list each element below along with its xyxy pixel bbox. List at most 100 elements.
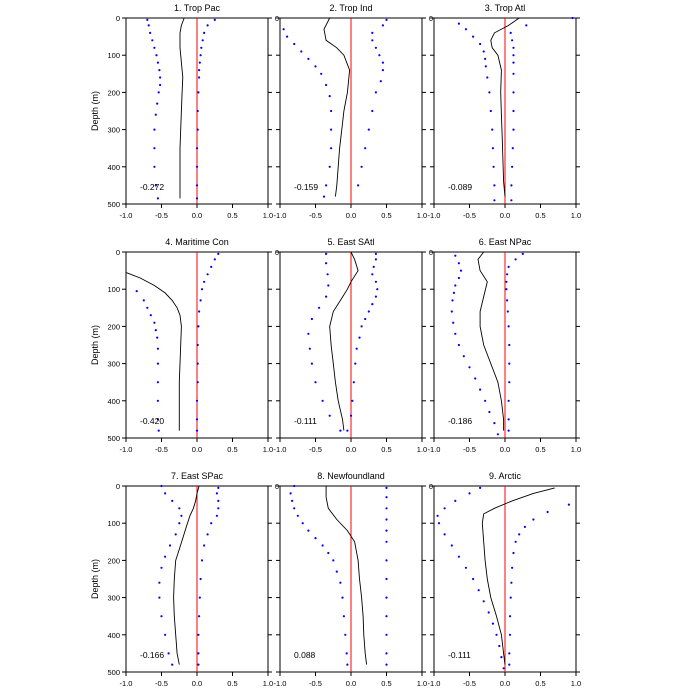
lower-bound-point <box>457 343 460 347</box>
upper-bound-point <box>195 399 199 402</box>
x-tick-label: 0.0 <box>500 445 510 454</box>
upper-bound-point <box>385 18 388 21</box>
lower-bound-point <box>325 252 328 255</box>
lower-bound-point <box>326 273 329 276</box>
upper-bound-point <box>512 109 515 113</box>
upper-bound-point <box>378 54 381 57</box>
y-tick-label: 100 <box>107 519 120 528</box>
lower-bound-point <box>321 544 324 547</box>
x-tick-label: 0.5 <box>227 679 237 688</box>
lower-bound-point <box>158 581 161 584</box>
upper-bound-point <box>367 310 370 313</box>
panel-value-label: -0.420 <box>140 416 164 426</box>
upper-bound-point <box>385 529 388 532</box>
x-tick-label: -1.0 <box>120 445 133 454</box>
lower-bound-point <box>325 184 328 187</box>
upper-bound-point <box>385 486 388 489</box>
lower-bound-point <box>339 581 342 584</box>
lower-bound-point <box>344 633 347 636</box>
upper-bound-point <box>512 128 515 131</box>
lower-bound-point <box>149 314 152 317</box>
y-tick-label: 0 <box>429 248 433 257</box>
upper-bound-point <box>195 184 199 187</box>
lower-bound-point <box>160 566 163 569</box>
lower-bound-point <box>328 95 331 98</box>
lower-bound-point <box>154 113 157 116</box>
lower-bound-point <box>142 299 145 302</box>
y-axis-label: Depth (m) <box>90 91 100 131</box>
x-tick-label: 1.0 <box>263 211 273 220</box>
y-tick-label: 300 <box>107 126 120 135</box>
mean-profile-line <box>173 485 200 665</box>
upper-bound-point <box>354 362 357 365</box>
x-tick-label: -1.0 <box>274 679 287 688</box>
y-tick-label: 200 <box>107 88 120 97</box>
lower-bound-point <box>151 39 154 42</box>
lower-bound-point <box>330 147 333 150</box>
x-tick-label: -0.5 <box>309 445 322 454</box>
upper-bound-point <box>371 303 374 306</box>
y-tick-label: 500 <box>107 434 120 443</box>
lower-bound-point <box>493 199 496 202</box>
upper-bound-point <box>381 69 384 72</box>
upper-bound-point <box>512 46 515 49</box>
lower-bound-point <box>454 254 457 257</box>
x-tick-label: 1.0 <box>571 445 581 454</box>
lower-bound-point <box>160 615 163 618</box>
upper-bound-point <box>217 252 220 255</box>
lower-bound-point <box>474 377 477 380</box>
lower-bound-point <box>451 299 454 302</box>
upper-bound-point <box>385 615 388 618</box>
panel-6: 6. East NPac 0 -1.0 -0.5 0.0 0.5 1.0 -0.186 <box>428 237 582 454</box>
lower-bound-point <box>146 306 149 309</box>
lower-bound-point <box>325 295 328 298</box>
lower-bound-point <box>300 50 303 53</box>
x-tick-label: 0.5 <box>227 211 237 220</box>
lower-bound-point <box>293 42 296 46</box>
lower-bound-point <box>156 362 159 365</box>
lower-bound-point <box>330 128 333 131</box>
lower-bound-point <box>157 429 160 432</box>
x-tick-label: 0.5 <box>381 445 391 454</box>
upper-bound-point <box>507 399 510 402</box>
y-tick-label: 300 <box>107 360 120 369</box>
upper-bound-point <box>200 288 204 291</box>
lower-bound-point <box>157 91 160 94</box>
lower-bound-point <box>450 544 453 547</box>
upper-bound-point <box>197 325 200 328</box>
upper-bound-point <box>507 325 510 328</box>
upper-bound-point <box>200 46 203 49</box>
lower-bound-point <box>468 366 471 369</box>
upper-bound-point <box>546 510 549 514</box>
upper-bound-point <box>385 559 388 562</box>
panel-title: 4. Maritime Con <box>165 237 229 247</box>
upper-bound-point <box>385 633 388 636</box>
upper-bound-point <box>508 633 512 636</box>
lower-bound-point <box>153 321 156 324</box>
upper-bound-point <box>360 165 363 168</box>
upper-bound-point <box>206 273 209 276</box>
lower-bound-point <box>314 381 317 384</box>
upper-bound-point <box>518 533 521 536</box>
lower-bound-point <box>493 184 496 187</box>
lower-bound-point <box>307 57 310 61</box>
panel-7: 7. East SPac 0 100 200 300 400 500-1.0 -0.5 0.0 0… <box>90 471 273 688</box>
x-tick-label: 0.0 <box>500 679 510 688</box>
upper-bound-point <box>385 663 388 666</box>
upper-bound-point <box>197 652 200 655</box>
x-tick-label: -1.0 <box>274 445 287 454</box>
y-tick-label: 0 <box>116 14 120 23</box>
panel-title: 2. Trop Ind <box>329 3 372 13</box>
lower-bound-point <box>491 622 494 625</box>
upper-bound-point <box>374 295 377 298</box>
panel-value-label: -0.111 <box>294 416 317 426</box>
upper-bound-point <box>514 540 517 543</box>
upper-bound-point <box>196 381 199 384</box>
lower-bound-point <box>493 422 496 425</box>
lower-bound-point <box>486 76 489 79</box>
lower-bound-point <box>488 410 491 414</box>
lower-bound-point <box>328 414 331 417</box>
lower-bound-point <box>159 76 162 79</box>
y-tick-label: 0 <box>429 482 433 491</box>
lower-bound-point <box>457 262 460 265</box>
